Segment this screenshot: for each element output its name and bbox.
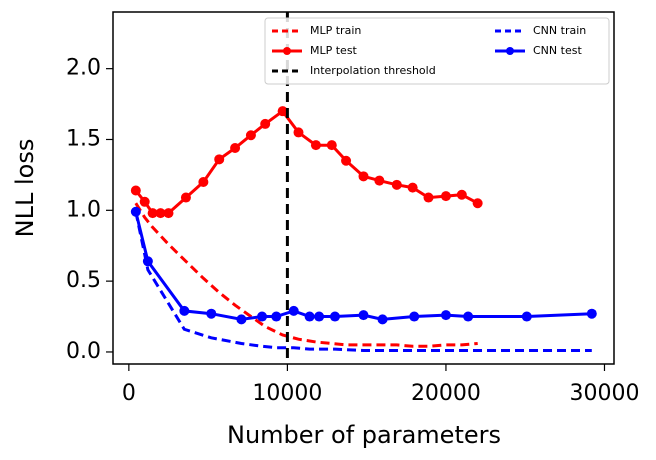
data-point (214, 154, 225, 165)
legend-label: CNN train (533, 24, 586, 37)
data-point (304, 311, 315, 322)
data-point (463, 311, 474, 322)
data-point (440, 191, 451, 202)
x-tick-label: 10000 (252, 381, 322, 406)
data-point (147, 208, 158, 219)
data-point (288, 305, 299, 316)
legend-marker (283, 47, 291, 55)
data-point (377, 314, 388, 325)
x-tick-label: 30000 (569, 381, 639, 406)
data-point (139, 196, 150, 207)
y-tick-label: 1.0 (66, 197, 101, 222)
data-point (314, 311, 325, 322)
y-tick-label: 1.5 (66, 126, 101, 151)
data-point (341, 155, 352, 166)
legend-marker (506, 47, 514, 55)
y-tick-label: 0.0 (66, 339, 101, 364)
y-tick-label: 0.5 (66, 268, 101, 293)
data-point (440, 310, 451, 321)
legend-label: MLP train (310, 24, 361, 37)
x-tick-label: 20000 (411, 381, 481, 406)
data-point (391, 179, 402, 190)
data-point (130, 206, 141, 217)
data-point (423, 192, 434, 203)
y-tick-label: 2.0 (66, 56, 101, 81)
data-point (271, 311, 282, 322)
data-point (198, 176, 209, 187)
legend-label: MLP test (310, 44, 358, 57)
x-axis-label: Number of parameters (227, 421, 501, 449)
data-point (236, 314, 247, 325)
data-point (245, 130, 256, 141)
y-axis-label: NLL loss (11, 139, 39, 238)
data-point (407, 182, 418, 193)
legend-label: CNN test (533, 44, 582, 57)
data-point (206, 308, 217, 319)
data-point (260, 118, 271, 129)
data-point (142, 256, 153, 267)
x-tick-label: 0 (122, 381, 136, 406)
data-point (155, 208, 166, 219)
data-point (130, 185, 141, 196)
data-point (179, 305, 190, 316)
data-point (521, 311, 532, 322)
data-point (358, 310, 369, 321)
data-point (456, 189, 467, 200)
data-point (586, 308, 597, 319)
legend-box (264, 17, 610, 85)
series-line (134, 211, 592, 352)
data-point (277, 106, 288, 117)
data-point (310, 140, 321, 151)
legend-label: Interpolation threshold (310, 64, 436, 77)
data-point (163, 208, 174, 219)
data-point (180, 192, 191, 203)
data-point (472, 198, 483, 209)
data-point (374, 175, 385, 186)
data-point (293, 127, 304, 138)
data-point (326, 140, 337, 151)
data-point (257, 311, 268, 322)
data-point (409, 311, 420, 322)
series-line (134, 211, 592, 321)
data-point (358, 171, 369, 182)
series-line (134, 202, 478, 348)
plot-frame (112, 11, 615, 365)
data-point (329, 311, 340, 322)
data-point (230, 142, 241, 153)
